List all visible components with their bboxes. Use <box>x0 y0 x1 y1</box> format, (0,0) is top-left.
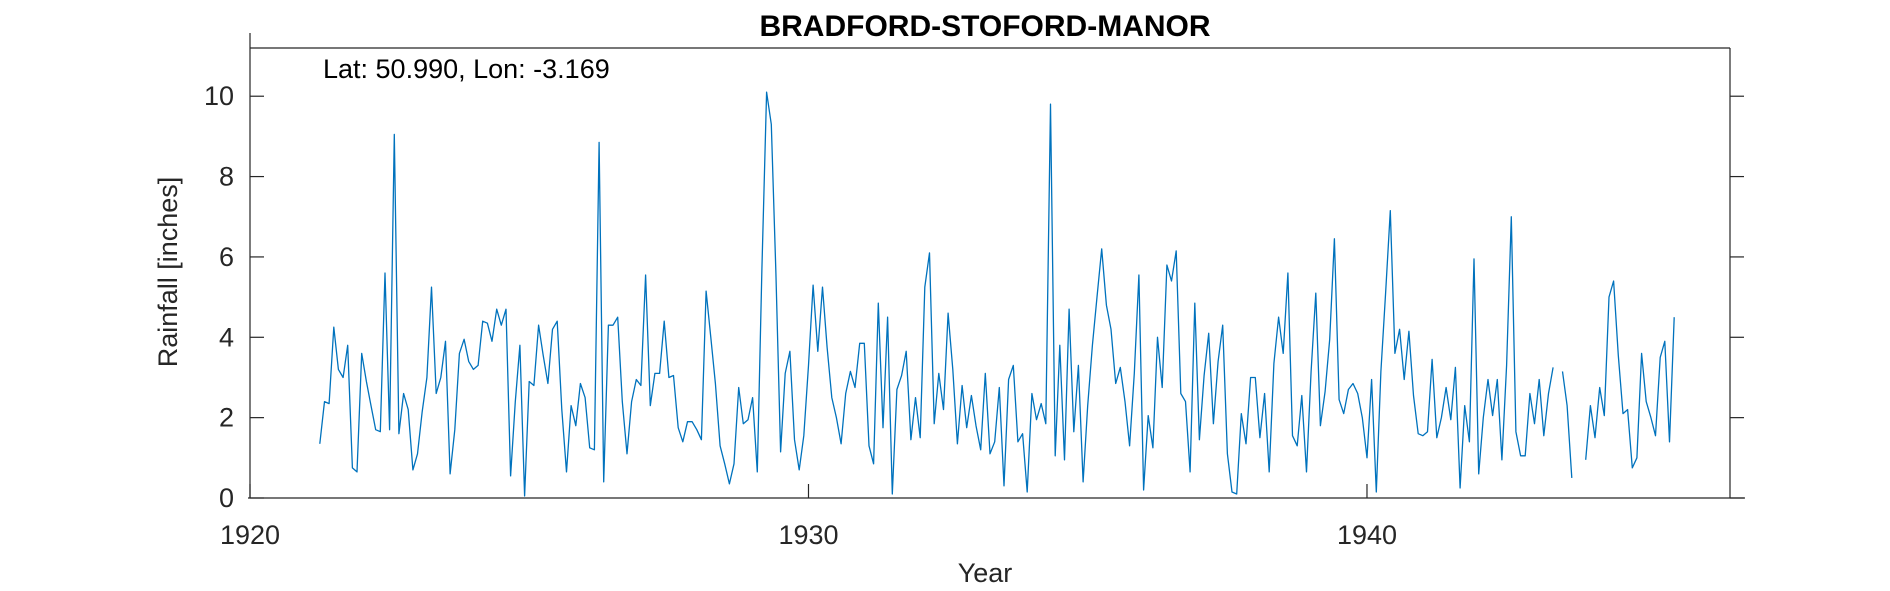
rainfall-series-line <box>319 91 1675 497</box>
x-tick-label: 1940 <box>1337 520 1397 550</box>
y-tick-label: 0 <box>219 483 234 513</box>
x-axis-label: Year <box>958 558 1013 588</box>
y-axis-label: Rainfall [inches] <box>153 177 183 368</box>
location-annotation: Lat: 50.990, Lon: -3.169 <box>323 54 610 84</box>
axes: 0 2 4 6 8 10 1920 1930 1940 <box>204 33 1745 550</box>
y-tick-label: 2 <box>219 403 234 433</box>
y-tick-label: 10 <box>204 81 234 111</box>
x-tick-label: 1930 <box>778 520 838 550</box>
series-layer <box>319 91 1675 497</box>
x-tick-label: 1920 <box>220 520 280 550</box>
chart-title: BRADFORD-STOFORD-MANOR <box>759 10 1210 43</box>
y-tick-label: 6 <box>219 242 234 272</box>
y-tick-label: 4 <box>219 322 234 352</box>
y-tick-label: 8 <box>219 162 234 192</box>
